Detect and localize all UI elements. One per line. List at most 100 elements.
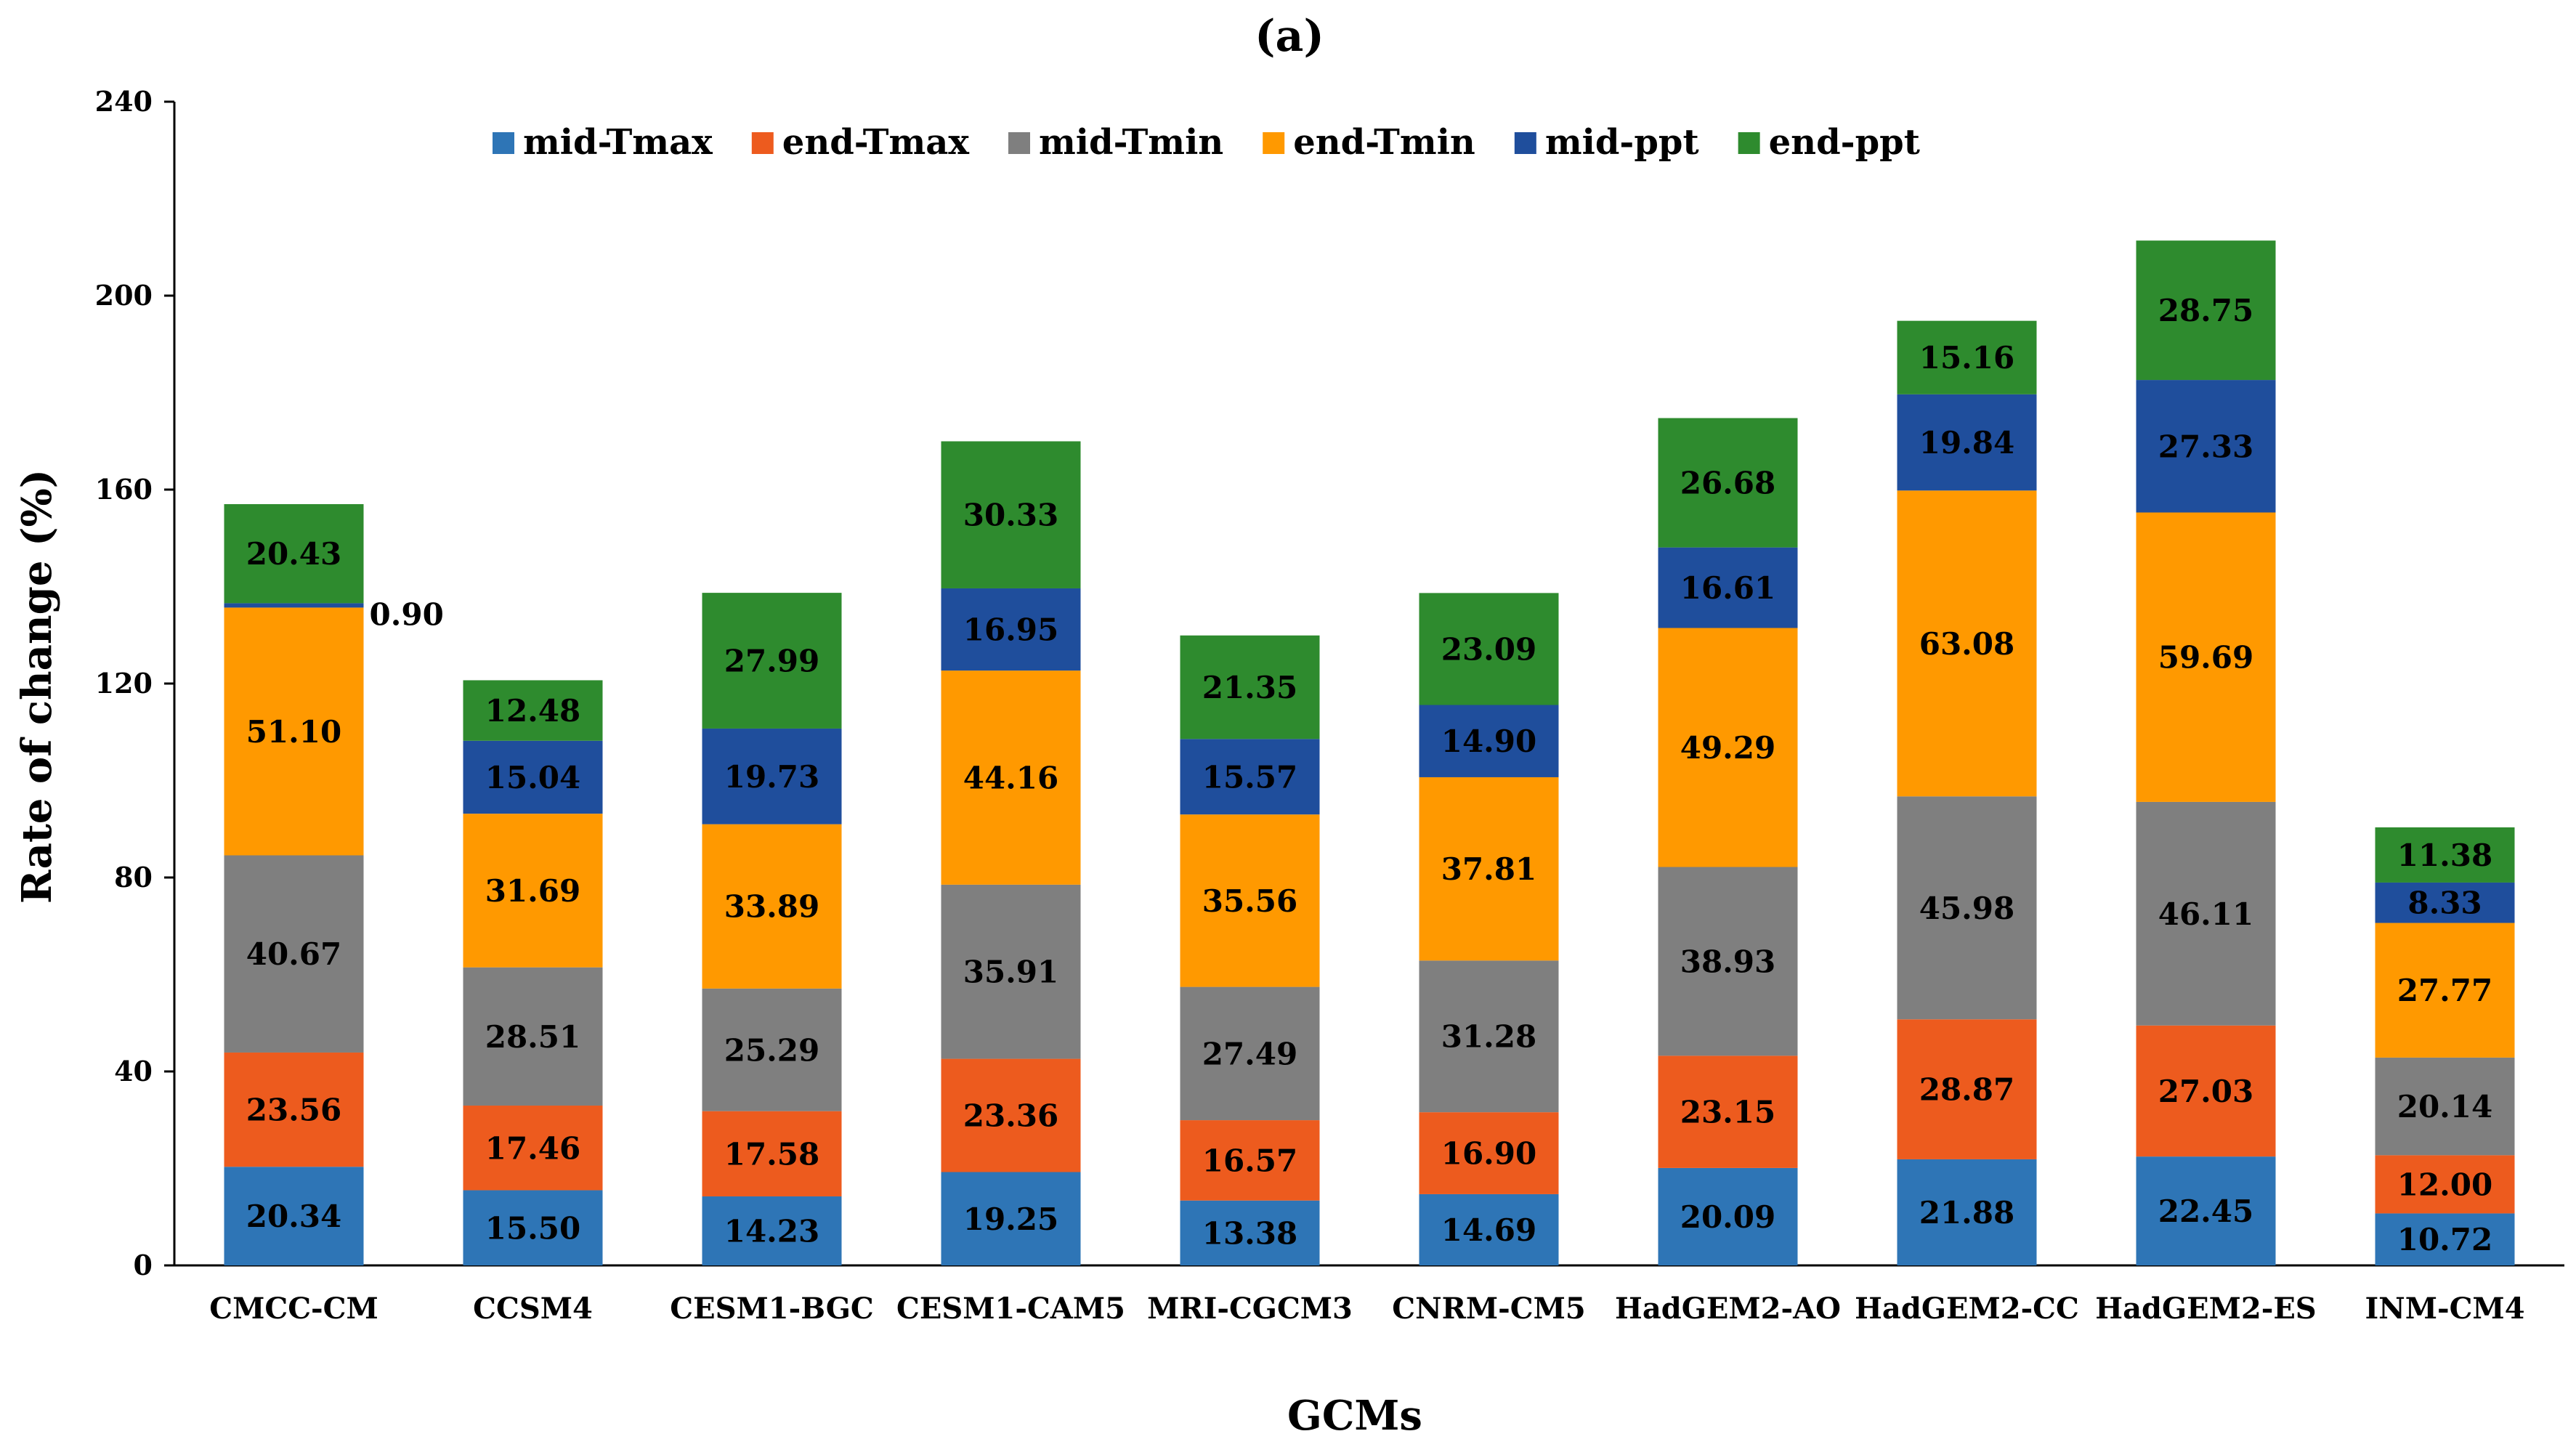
bar-segment-end-Tmax: [1658, 1055, 1798, 1168]
data-label-mid-Tmax: 21.88: [1919, 1195, 2015, 1231]
legend-label-end-Tmax: end-Tmax: [782, 122, 970, 163]
bar-segment-end-Tmin: [1419, 777, 1559, 961]
bar-segment-mid-Tmax: [1897, 1159, 2037, 1265]
bar-segment-end-ppt: [463, 680, 603, 741]
bar-segment-end-ppt: [1180, 635, 1320, 739]
bar-segment-end-ppt: [1419, 593, 1559, 705]
data-label-end-ppt: 21.35: [1202, 670, 1298, 705]
data-label-end-Tmin: 31.69: [485, 873, 581, 909]
data-label-mid-Tmin: 20.14: [2397, 1089, 2493, 1124]
data-label-end-ppt: 28.75: [2158, 293, 2254, 328]
data-label-end-Tmin: 49.29: [1680, 730, 1776, 766]
bar-segment-end-ppt: [224, 504, 364, 604]
bar-segment-end-Tmin: [2375, 923, 2515, 1058]
data-label-mid-ppt: 27.33: [2158, 429, 2254, 464]
bar-segment-mid-ppt: [1180, 739, 1320, 815]
bar-segment-end-ppt: [1897, 320, 2037, 394]
y-tick-label: 160: [95, 473, 153, 506]
bar-segment-mid-Tmin: [2136, 801, 2276, 1026]
data-label-end-Tmax: 23.36: [963, 1098, 1059, 1134]
bar-segment-mid-Tmin: [941, 884, 1081, 1059]
bar-segment-mid-ppt: [2136, 380, 2276, 513]
bar-segment-mid-Tmax: [702, 1196, 842, 1265]
data-label-end-ppt: 15.16: [1919, 340, 2015, 376]
data-label-mid-Tmax: 13.38: [1202, 1215, 1298, 1251]
data-label-mid-Tmin: 46.11: [2158, 896, 2254, 932]
data-label-mid-Tmax: 20.34: [246, 1199, 342, 1234]
bar-segment-end-Tmin: [941, 670, 1081, 885]
data-label-end-Tmin: 33.89: [724, 889, 820, 925]
data-label-mid-ppt: 16.61: [1680, 570, 1776, 606]
bar-segment-mid-ppt: [1419, 705, 1559, 777]
data-label-end-Tmax: 17.46: [485, 1130, 581, 1166]
bar-segment-mid-Tmin: [702, 988, 842, 1111]
bar-segment-mid-Tmax: [941, 1172, 1081, 1265]
y-tick-label: 80: [114, 861, 153, 893]
data-label-end-Tmin: 63.08: [1919, 626, 2015, 662]
bar-segment-mid-ppt: [702, 728, 842, 824]
bar-segment-end-Tmin: [224, 607, 364, 856]
bars-layer: [224, 240, 2515, 1265]
data-label-end-Tmax: 12.00: [2397, 1167, 2493, 1202]
bar-segment-mid-Tmax: [1658, 1167, 1798, 1265]
data-label-mid-Tmin: 38.93: [1680, 944, 1776, 979]
data-label-mid-Tmin: 35.91: [963, 954, 1059, 990]
legend-swatch-mid-Tmax: [493, 132, 514, 154]
data-label-end-Tmax: 16.57: [1202, 1143, 1298, 1178]
data-label-mid-Tmax: 15.50: [485, 1210, 581, 1246]
bar-segment-mid-Tmin: [1419, 960, 1559, 1113]
legend-label-mid-Tmin: mid-Tmin: [1039, 122, 1223, 163]
bar-segment-end-Tmax: [1419, 1112, 1559, 1194]
bar-segment-mid-ppt: [941, 588, 1081, 671]
bar-segment-mid-Tmax: [463, 1190, 603, 1265]
data-label-end-Tmax: 23.56: [246, 1093, 342, 1128]
y-axis-title: Rate of change (%): [13, 469, 61, 904]
data-label-mid-Tmin: 40.67: [246, 936, 342, 972]
bar-segment-mid-Tmin: [1897, 796, 2037, 1020]
data-label-end-Tmin: 27.77: [2397, 973, 2493, 1008]
data-label-mid-Tmax: 14.69: [1441, 1212, 1537, 1248]
y-tick-label: 120: [95, 667, 153, 700]
legend-label-mid-ppt: mid-ppt: [1545, 122, 1699, 163]
bar-segment-end-Tmin: [2136, 512, 2276, 802]
bar-segment-end-Tmin: [1180, 814, 1320, 987]
data-label-mid-Tmin: 28.51: [485, 1019, 581, 1055]
y-tick-label: 240: [95, 85, 153, 118]
legend-swatch-end-Tmax: [751, 132, 774, 154]
legend-label-mid-Tmax: mid-Tmax: [523, 122, 713, 163]
data-label-mid-ppt: 19.84: [1919, 425, 2015, 461]
data-label-end-ppt: 11.38: [2397, 838, 2493, 873]
data-label-mid-Tmax: 10.72: [2397, 1222, 2493, 1257]
data-label-mid-Tmin: 27.49: [1202, 1036, 1298, 1071]
data-label-end-Tmin: 59.69: [2158, 640, 2254, 676]
bar-segment-end-ppt: [2375, 827, 2515, 883]
data-label-end-ppt: 27.99: [724, 644, 820, 679]
bar-segment-end-Tmax: [1897, 1019, 2037, 1159]
bar-segment-mid-Tmin: [224, 855, 364, 1053]
bar-segment-mid-Tmax: [1419, 1193, 1559, 1265]
legend-swatch-end-ppt: [1738, 132, 1760, 154]
bar-segment-end-Tmax: [1180, 1120, 1320, 1201]
bar-segment-end-ppt: [941, 441, 1081, 588]
chart-title: (a): [1255, 11, 1324, 62]
bar-segment-mid-ppt: [463, 740, 603, 814]
data-label-end-ppt: 12.48: [485, 693, 581, 729]
data-label-end-Tmin: 37.81: [1441, 851, 1537, 887]
legend-swatch-mid-Tmin: [1008, 132, 1030, 154]
data-label-mid-ppt: 0.90: [370, 596, 444, 632]
data-label-end-ppt: 26.68: [1680, 466, 1776, 501]
bar-segment-end-ppt: [2136, 240, 2276, 381]
bar-segment-mid-Tmax: [1180, 1200, 1320, 1265]
bar-segment-mid-ppt: [2375, 882, 2515, 923]
data-label-mid-ppt: 15.04: [485, 760, 581, 795]
legend-swatch-end-Tmin: [1263, 132, 1285, 154]
legend-swatch-mid-ppt: [1514, 132, 1536, 154]
data-label-end-ppt: 30.33: [963, 498, 1059, 533]
x-axis-title: GCMs: [1287, 1392, 1422, 1440]
data-label-end-Tmin: 35.56: [1202, 883, 1298, 919]
x-category-label: CESM1-BGC: [670, 1292, 873, 1326]
x-category-label: CNRM-CM5: [1392, 1292, 1585, 1326]
legend-label-end-Tmin: end-Tmin: [1293, 122, 1475, 163]
bar-segment-end-Tmax: [224, 1052, 364, 1167]
